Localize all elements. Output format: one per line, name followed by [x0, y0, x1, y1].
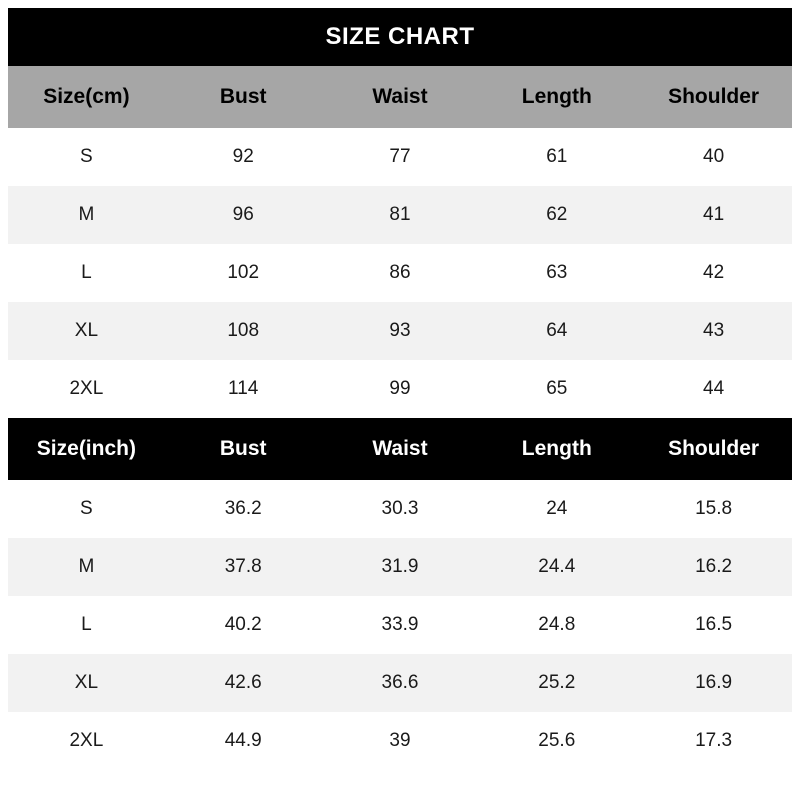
column-header: Size(inch) — [36, 437, 136, 460]
table-row: S 92 77 61 40 — [8, 128, 792, 186]
table-row: L 102 86 63 42 — [8, 244, 792, 302]
measurement-cell: 43 — [703, 320, 725, 341]
size-label-cell: M — [78, 204, 95, 225]
size-label-cell: 2XL — [69, 378, 104, 399]
size-chart-title-bar: SIZE CHART — [8, 8, 792, 66]
measurement-cell: 16.5 — [695, 614, 733, 635]
table-row: L 40.2 33.9 24.8 16.5 — [8, 596, 792, 654]
measurement-cell: 96 — [232, 204, 254, 225]
column-header: Waist — [372, 437, 428, 460]
size-chart-title: SIZE CHART — [325, 23, 475, 50]
measurement-cell: 81 — [389, 204, 411, 225]
measurement-cell: 64 — [546, 320, 568, 341]
measurement-cell: 25.6 — [538, 730, 576, 751]
measurement-cell: 41 — [703, 204, 725, 225]
size-table-inch: Size(inch) Bust Waist Length Shoulder S 36.2 30… — [8, 418, 792, 770]
table-row: M 37.8 31.9 24.4 16.2 — [8, 538, 792, 596]
measurement-cell: 102 — [227, 262, 260, 283]
measurement-cell: 44 — [703, 378, 725, 399]
measurement-cell: 62 — [546, 204, 568, 225]
measurement-cell: 31.9 — [381, 556, 419, 577]
measurement-cell: 37.8 — [224, 556, 262, 577]
size-table-cm: Size(cm) Bust Waist Length Shoulder S 92 77 61 40… — [8, 66, 792, 418]
measurement-cell: 36.2 — [224, 498, 262, 519]
table-header-row-inch: Size(inch) Bust Waist Length Shoulder — [8, 418, 792, 480]
size-label-cell: S — [80, 146, 93, 167]
column-header: Waist — [372, 85, 428, 108]
column-header: Length — [521, 437, 592, 460]
measurement-cell: 61 — [546, 146, 568, 167]
table-row: M 96 81 62 41 — [8, 186, 792, 244]
column-header: Bust — [219, 85, 267, 108]
measurement-cell: 40.2 — [224, 614, 262, 635]
column-header: Shoulder — [668, 85, 760, 108]
measurement-cell: 114 — [228, 378, 259, 399]
measurement-cell: 30.3 — [381, 498, 419, 519]
size-label-cell: 2XL — [69, 730, 104, 751]
measurement-cell: 40 — [703, 146, 725, 167]
measurement-cell: 16.9 — [695, 672, 733, 693]
measurement-cell: 108 — [227, 320, 260, 341]
measurement-cell: 17.3 — [695, 730, 733, 751]
column-header: Length — [521, 85, 592, 108]
measurement-cell: 77 — [389, 146, 411, 167]
measurement-cell: 36.6 — [381, 672, 419, 693]
measurement-cell: 42.6 — [224, 672, 262, 693]
measurement-cell: 24.8 — [538, 614, 576, 635]
column-header: Bust — [219, 437, 267, 460]
measurement-cell: 16.2 — [695, 556, 733, 577]
table-row: XL 108 93 64 43 — [8, 302, 792, 360]
table-header-row-cm: Size(cm) Bust Waist Length Shoulder — [8, 66, 792, 128]
measurement-cell: 44.9 — [224, 730, 262, 751]
size-label-cell: L — [81, 614, 92, 635]
column-header: Size(cm) — [43, 85, 130, 108]
measurement-cell: 42 — [703, 262, 725, 283]
size-label-cell: XL — [74, 672, 99, 693]
measurement-cell: 33.9 — [381, 614, 419, 635]
measurement-cell: 65 — [546, 378, 568, 399]
table-row: 2XL 44.9 39 25.6 17.3 — [8, 712, 792, 770]
measurement-cell: 93 — [389, 320, 411, 341]
table-row: S 36.2 30.3 24 15.8 — [8, 480, 792, 538]
size-label-cell: XL — [74, 320, 99, 341]
size-label-cell: S — [80, 498, 93, 519]
measurement-cell: 63 — [546, 262, 568, 283]
measurement-cell: 39 — [389, 730, 411, 751]
measurement-cell: 24.4 — [538, 556, 576, 577]
size-label-cell: M — [78, 556, 95, 577]
table-row: XL 42.6 36.6 25.2 16.9 — [8, 654, 792, 712]
measurement-cell: 24 — [546, 498, 568, 519]
measurement-cell: 92 — [232, 146, 254, 167]
measurement-cell: 99 — [389, 378, 411, 399]
size-label-cell: L — [81, 262, 92, 283]
measurement-cell: 86 — [389, 262, 411, 283]
measurement-cell: 15.8 — [695, 498, 733, 519]
table-row: 2XL 114 99 65 44 — [8, 360, 792, 418]
measurement-cell: 25.2 — [538, 672, 576, 693]
column-header: Shoulder — [668, 437, 760, 460]
